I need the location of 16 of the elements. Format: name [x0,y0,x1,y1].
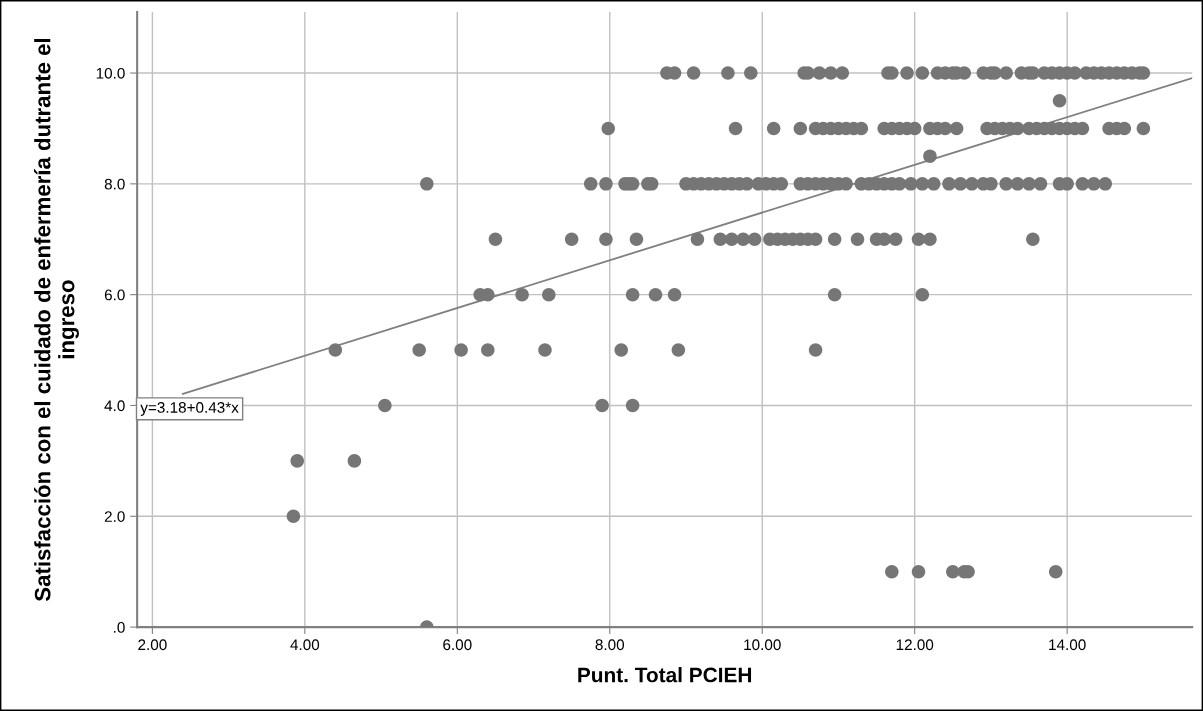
x-tick-label: 6.00 [443,639,472,651]
y-tick-label: 4.0 [104,400,125,412]
y-axis-title: Satisfacción con el cuidado de enfermería dutrante el ingreso [33,38,79,602]
x-tick-label: 12.00 [896,639,934,651]
x-axis-title: Punt. Total PCIEH [578,667,752,683]
x-tick-label: 14.00 [1049,639,1086,651]
annotation: y=3.18+0.43*x [140,402,239,416]
x-tick-label: 8.00 [595,639,625,651]
y-tick-label: 2.0 [104,511,125,522]
y-tick-label: 6.0 [104,289,125,301]
x-tick-label: 10.00 [744,639,781,651]
y-tick-label: 10.0 [96,67,125,79]
x-tick-label: 4.00 [290,639,320,651]
y-tick-label: 8.0 [104,178,125,190]
x-tick-label: 2.00 [138,639,167,651]
y-tick-label: .0 [113,621,125,633]
